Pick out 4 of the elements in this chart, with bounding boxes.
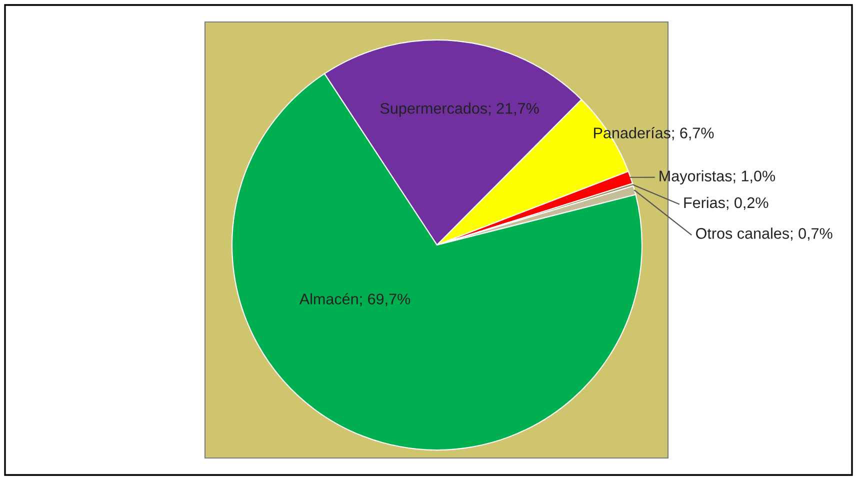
slice-label: Supermercados; 21,7% xyxy=(380,102,539,117)
slice-label: Ferias; 0,2% xyxy=(684,196,768,210)
slice-label: Otros canales; 0,7% xyxy=(696,228,832,241)
slice-label: Almacén; 69,7% xyxy=(299,293,410,306)
